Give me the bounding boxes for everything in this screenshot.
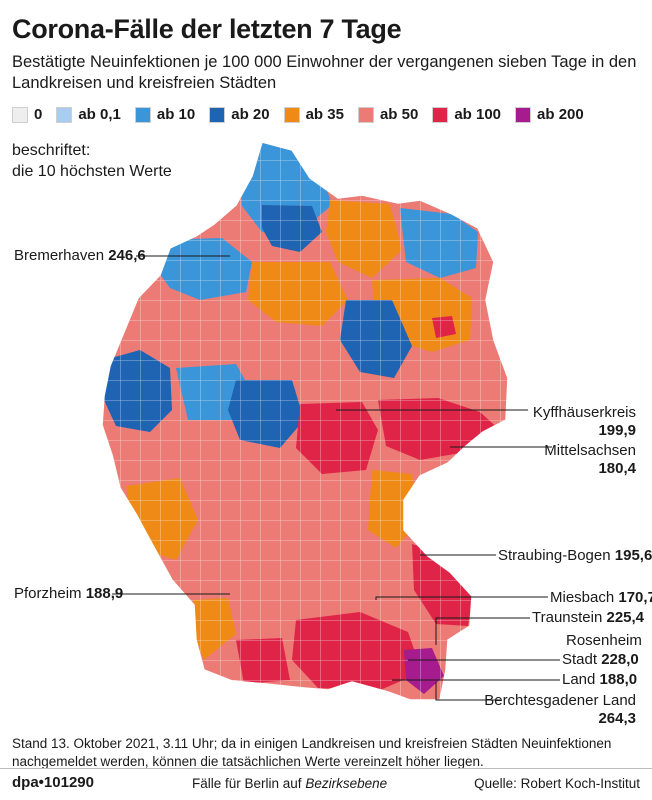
label-rosenheim-stadt-name: Stadt xyxy=(562,651,598,668)
map-regions xyxy=(102,142,508,700)
legend-swatch xyxy=(515,106,532,123)
label-rosenheim-stadt: Stadt 228,0 xyxy=(562,651,639,669)
legend-swatch xyxy=(432,106,449,123)
legend-item-6: ab 100 xyxy=(432,106,501,123)
label-bremerhaven-value: 246,6 xyxy=(108,247,146,264)
label-note-line2: die 10 höchsten Werte xyxy=(12,163,172,180)
source-note: Quelle: Robert Koch-Institut xyxy=(474,776,640,791)
legend-item-5: ab 50 xyxy=(357,106,419,123)
label-rosenheim-land-name: Land xyxy=(562,671,596,688)
label-mittelsachsen-name: Mittelsachsen xyxy=(544,442,636,459)
label-pforzheim-name: Pforzheim xyxy=(14,585,82,602)
legend-item-0: 0 xyxy=(12,106,42,123)
label-traunstein: Traunstein 225,4 xyxy=(532,609,644,627)
label-kyffhaeuser: Kyffhäuserkreis 199,9 xyxy=(533,404,636,440)
legend-swatch xyxy=(209,106,226,123)
label-straubing-bogen: Straubing-Bogen 195,6 xyxy=(498,547,652,565)
legend-swatch xyxy=(134,106,151,123)
leader-line-berchtesgaden xyxy=(435,682,500,701)
legend-label: ab 50 xyxy=(379,106,419,123)
berlin-note-prefix: Fälle für Berlin auf xyxy=(192,776,302,791)
label-berchtesgaden: Berchtesgadener Land 264,3 xyxy=(484,692,636,728)
label-rosenheim-land-value: 188,0 xyxy=(599,671,638,688)
agency-logo: dpa•101290 xyxy=(12,774,94,791)
label-mittelsachsen: Mittelsachsen 180,4 xyxy=(544,442,636,478)
label-bremerhaven-name: Bremerhaven xyxy=(14,247,105,264)
legend-label: ab 0,1 xyxy=(78,106,121,123)
label-traunstein-name: Traunstein xyxy=(532,609,603,626)
label-miesbach: Miesbach 170,7 xyxy=(550,589,652,607)
legend-label: ab 100 xyxy=(454,106,502,123)
leader-line-traunstein xyxy=(435,617,530,645)
label-bremerhaven: Bremerhaven 246,6 xyxy=(14,247,146,265)
berlin-note-emph: Bezirksebene xyxy=(305,776,388,791)
label-berchtesgaden-value: 264,3 xyxy=(598,710,636,727)
legend-label: ab 35 xyxy=(305,106,344,123)
legend-item-7: ab 200 xyxy=(515,106,584,123)
label-pforzheim: Pforzheim 188,9 xyxy=(14,585,123,603)
legend: 0 ab 0,1 ab 10 ab 20 ab 35 ab 50 ab 100 … xyxy=(12,106,598,123)
label-note-line1: beschriftet: xyxy=(12,142,91,159)
label-mittelsachsen-value: 180,4 xyxy=(598,460,636,477)
page-subtitle: Bestätigte Neuinfektionen je 100 000 Ein… xyxy=(12,53,637,92)
legend-label: 0 xyxy=(34,106,43,123)
berlin-note: Fälle für Berlin auf Bezirksebene xyxy=(192,776,387,791)
district-boundaries xyxy=(102,142,508,700)
label-rosenheim-name: Rosenheim xyxy=(566,632,642,649)
label-straubing-name: Straubing-Bogen xyxy=(498,547,611,564)
legend-label: ab 20 xyxy=(231,106,270,123)
label-pforzheim-value: 188,9 xyxy=(85,585,124,602)
footer-stand-note: Stand 13. Oktober 2021, 3.11 Uhr; da in … xyxy=(12,736,612,769)
label-kyffhaeuser-value: 199,9 xyxy=(598,422,636,439)
leader-line-miesbach xyxy=(375,596,548,600)
label-traunstein-value: 225,4 xyxy=(606,609,645,626)
footer-divider xyxy=(0,768,652,791)
legend-swatch xyxy=(283,106,300,123)
label-rosenheim-stadt-value: 228,0 xyxy=(601,651,639,668)
leader-lines xyxy=(112,255,560,701)
label-note: beschriftet: die 10 höchsten Werte xyxy=(12,140,172,182)
label-miesbach-value: 170,7 xyxy=(618,589,652,606)
legend-label: ab 10 xyxy=(156,106,196,123)
label-kyffhaeuser-name: Kyffhäuserkreis xyxy=(532,404,636,421)
legend-item-2: ab 10 xyxy=(134,106,196,123)
label-straubing-value: 195,6 xyxy=(614,547,652,564)
legend-item-4: ab 35 xyxy=(283,106,344,123)
legend-swatch xyxy=(357,106,374,123)
legend-swatch xyxy=(12,106,28,123)
legend-swatch xyxy=(56,106,73,123)
label-berchtesgaden-name: Berchtesgadener Land xyxy=(484,692,636,709)
label-rosenheim-land: Land 188,0 xyxy=(562,671,637,689)
legend-item-3: ab 20 xyxy=(209,106,270,123)
legend-item-1: ab 0,1 xyxy=(56,106,121,123)
page-title: Corona-Fälle der letzten 7 Tage xyxy=(12,14,402,44)
label-miesbach-name: Miesbach xyxy=(550,589,615,606)
legend-label: ab 200 xyxy=(537,106,584,123)
